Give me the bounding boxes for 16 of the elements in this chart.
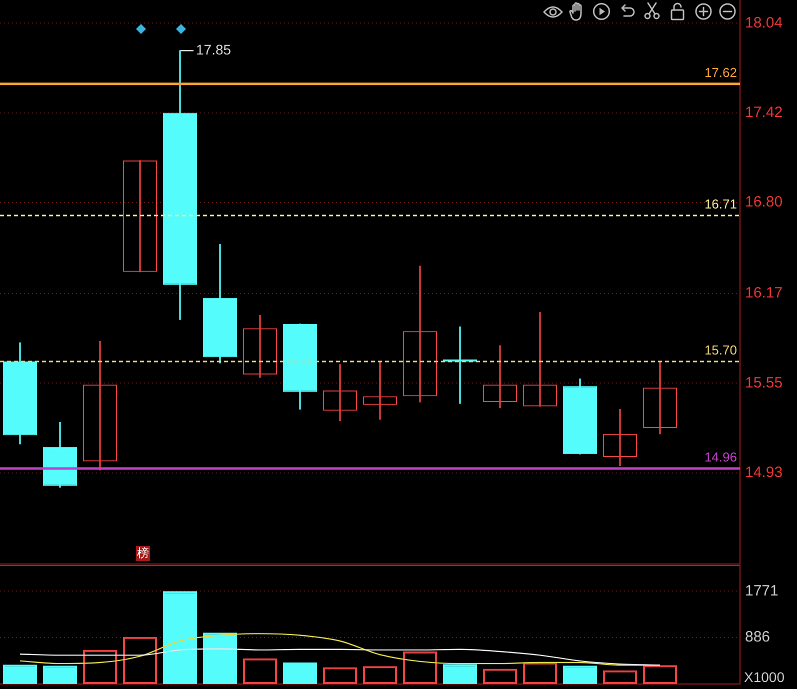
y-tick-label: 15.55: [745, 374, 783, 392]
y-tick-label: 16.80: [745, 194, 783, 211]
y-tick-label: 886: [745, 628, 770, 646]
annotation: 17.85: [196, 41, 232, 58]
y-tick-label: 16.17: [745, 284, 783, 302]
ref-line-label: 17.62: [704, 64, 737, 80]
line-series: [19, 648, 661, 666]
y-tick-label: 1771: [745, 582, 778, 600]
y-tick-label: 14.93: [745, 464, 783, 482]
y-tick-label: 18.04: [745, 14, 783, 32]
ref-line-label: 16.71: [704, 196, 737, 212]
ref-line-label: 14.96: [704, 450, 737, 465]
annotation: 榜: [136, 546, 150, 561]
ref-line-label: 15.70: [704, 342, 737, 358]
y-tick-label: 17.42: [745, 104, 783, 121]
y-axis-title: X1000: [744, 668, 785, 685]
